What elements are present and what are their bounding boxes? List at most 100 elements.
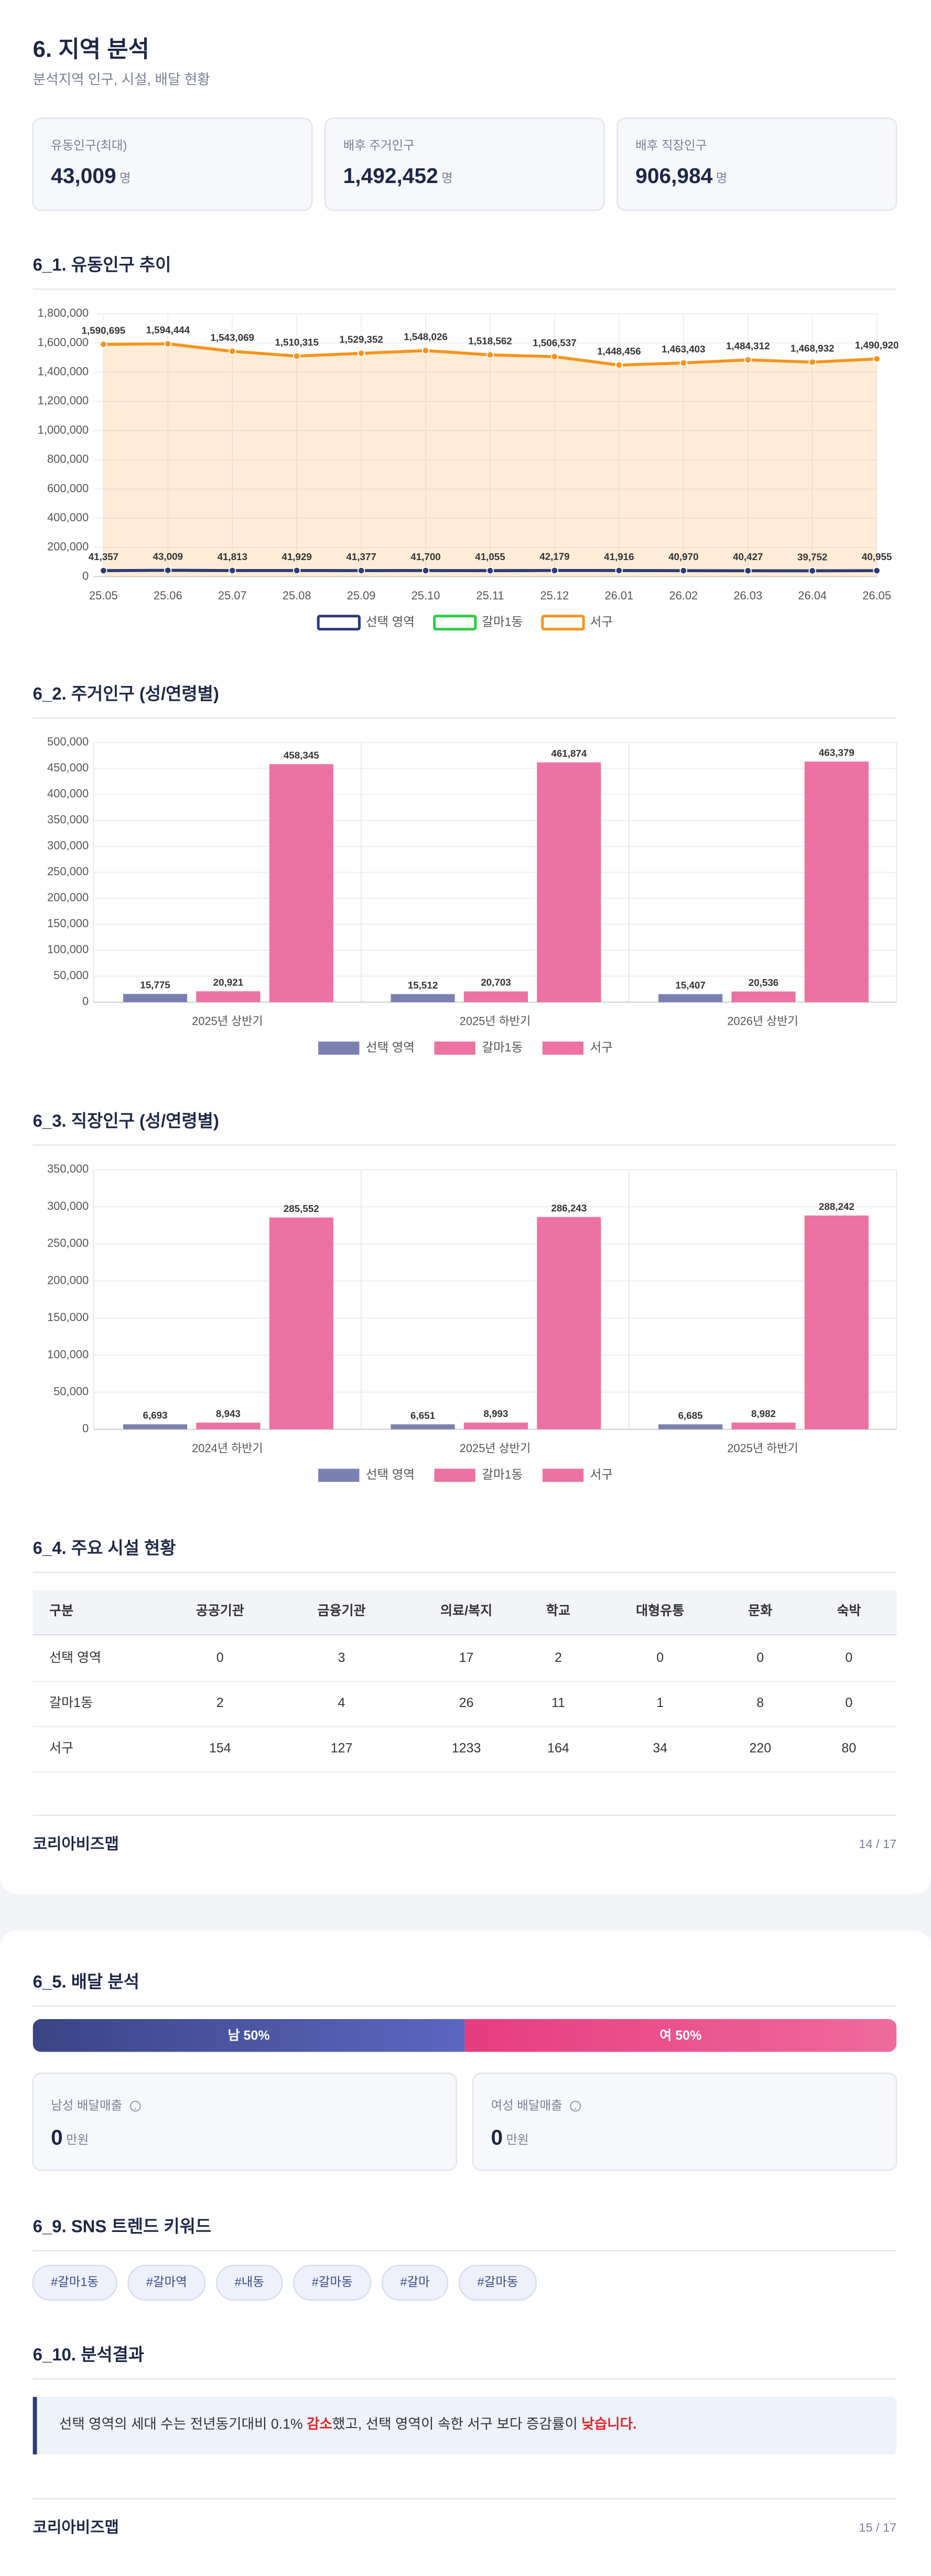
data-label: 6,685 [678,1410,703,1421]
legend: 선택 영역 갈마1동 서구 [318,1040,613,1055]
y-tick-label: 600,000 [47,481,89,495]
x-tick-label: 25.07 [218,589,247,602]
result-segment: 감소 [307,2416,332,2432]
table-cell: 164 [547,1741,569,1755]
data-label: 40,955 [862,551,892,562]
legend-label: 서구 [590,615,613,628]
legend-label: 갈마1동 [482,615,523,628]
bar [731,1422,796,1430]
data-label: 20,703 [481,977,511,988]
data-label: 15,775 [140,980,170,991]
sales-card [472,2072,897,2171]
data-label: 41,813 [217,551,247,562]
keyword: #갈마1동 [51,2275,99,2289]
x-tick-label: 25.09 [347,589,376,602]
bar [731,991,796,1002]
keyword-chip [127,2264,206,2301]
data-label: 285,552 [284,1203,319,1214]
data-label: 288,242 [819,1201,854,1212]
table-cell: 0 [845,1650,852,1665]
point [615,566,623,575]
table-header: 의료/복지 [440,1604,492,1618]
table-cell: 80 [841,1741,856,1755]
y-tick-label: 300,000 [47,1199,89,1212]
y-tick-label: 350,000 [47,813,89,826]
point [744,567,752,575]
gender-segment [464,2019,897,2052]
table-cell: 11 [551,1695,565,1710]
point [615,361,623,369]
point [164,340,172,348]
table-cell: 154 [209,1741,231,1755]
stat-value: 43,009 [51,164,116,188]
table-cell: 갈마1동 [49,1695,93,1710]
data-label: 1,510,315 [275,337,319,348]
card-value: 0 [491,2125,503,2149]
result-box [33,2397,897,2455]
y-tick-label: 300,000 [47,839,89,852]
legend-swatch [317,615,361,631]
point [808,567,816,575]
keyword: #갈마 [400,2275,429,2289]
y-tick-label: 200,000 [47,891,89,904]
y-tick-label: 0 [82,1422,89,1435]
legend-swatch [434,1042,475,1055]
point [100,566,107,575]
table-cell: 4 [338,1695,345,1710]
x-tick-label: 2025년 상반기 [460,1442,531,1455]
data-label: 41,377 [346,551,376,562]
point [808,358,816,366]
card-label: 남성 배달매출 [51,2098,122,2112]
bar [269,1217,333,1430]
data-label: 1,490,920 [855,339,899,350]
legend-label: 갈마1동 [482,1040,523,1054]
data-label: 1,529,352 [339,334,383,345]
table-cell: 17 [459,1650,474,1665]
data-label: 1,543,069 [210,332,254,343]
table-cell: 0 [756,1650,764,1665]
bar [123,994,188,1002]
legend-swatch [318,1042,360,1055]
page-title: 6. 지역 분석 [33,37,149,62]
x-tick-label: 25.12 [540,589,569,602]
table-cell: 1 [656,1695,664,1710]
y-tick-label: 0 [82,569,89,582]
bar [804,1215,869,1430]
section-title: 6_3. 직장인구 (성/연령별) [33,1111,219,1130]
bar [537,1217,601,1430]
y-tick-label: 250,000 [47,865,89,878]
footer-brand: 코리아비즈맵 [33,2519,119,2536]
y-tick-label: 350,000 [47,1162,89,1175]
legend-label: 갈마1동 [482,1467,523,1481]
gender-label: 남 50% [228,2028,269,2043]
keyword-chip [458,2264,537,2301]
table-cell: 0 [216,1650,224,1665]
page-subtitle: 분석지역 인구, 시설, 배달 현황 [33,72,210,88]
x-tick-label: 25.05 [89,589,118,602]
card-value: 0 [51,2125,63,2149]
section-title: 6_5. 배달 분석 [33,1972,139,1991]
x-tick-label: 25.08 [283,589,311,602]
data-label: 286,243 [551,1203,587,1214]
x-tick-label: 26.04 [798,589,827,602]
data-label: 8,982 [751,1408,776,1419]
result-segment: 선택 영역의 세대 수는 전년동기대비 0.1% [59,2416,307,2432]
data-label: 1,463,403 [662,344,706,355]
point [357,566,365,575]
stat-label: 배후 주거인구 [343,138,415,152]
table-cell: 127 [331,1741,353,1755]
point [229,347,236,356]
data-label: 15,407 [675,980,705,991]
area [103,344,877,577]
data-label: 8,993 [483,1408,508,1419]
section-title: 6_4. 주요 시설 현황 [33,1538,176,1558]
stat-value: 906,984 [635,164,713,188]
data-label: 6,651 [410,1410,435,1421]
bar [391,1424,455,1430]
y-tick-label: 450,000 [47,761,89,774]
point [550,566,559,575]
x-tick-label: 25.11 [476,589,504,602]
x-tick-label: 26.01 [604,589,633,602]
data-label: 1,468,932 [791,342,835,353]
point [550,352,559,361]
